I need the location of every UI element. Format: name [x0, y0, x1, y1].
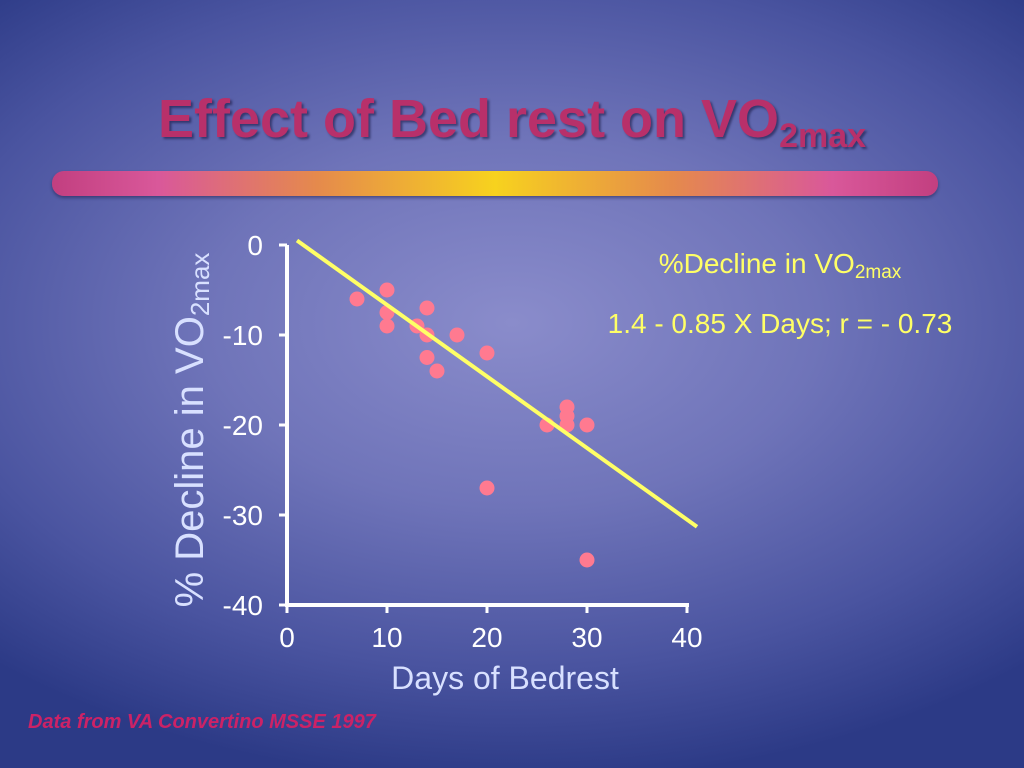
y-tick-label: 0: [247, 230, 263, 261]
equation-heading-main: %Decline in VO: [658, 248, 855, 279]
slide-title-main: Effect of Bed rest on VO: [157, 89, 780, 149]
x-tick-label: 0: [279, 622, 295, 653]
axis-ticks: [279, 243, 689, 613]
x-tick-label: 10: [371, 622, 402, 653]
y-tick-label: -40: [223, 590, 263, 621]
y-tick-label: -30: [223, 500, 263, 531]
y-tick-label: -20: [223, 410, 263, 441]
data-point: [419, 300, 435, 316]
y-axis-label-main: % Decline in VO: [168, 316, 212, 608]
data-point: [419, 350, 435, 365]
tick-labels: 0 -10 -20 -30 -40 0 10 20 30 40: [223, 230, 703, 653]
regression-equation: 1.4 - 0.85 X Days; r = - 0.73: [607, 308, 953, 339]
data-point: [379, 282, 395, 298]
y-axis-label: % Decline in VO2max: [168, 230, 215, 630]
x-tick-label: 40: [671, 622, 702, 653]
y-axis-label-subscript: 2max: [185, 252, 215, 317]
data-point: [349, 291, 365, 307]
slide-title: Effect of Bed rest on VO2max: [0, 88, 1024, 156]
x-axis-label: Days of Bedrest: [391, 660, 619, 696]
data-points: [349, 282, 595, 568]
regression-line: [295, 238, 699, 529]
x-tick-label: 20: [471, 622, 502, 653]
data-point: [479, 345, 495, 361]
source-citation: Data from VA Convertino MSSE 1997: [28, 711, 376, 733]
data-point: [379, 318, 395, 334]
data-point: [579, 417, 595, 433]
data-point: [579, 552, 595, 568]
x-tick-label: 30: [571, 622, 602, 653]
title-underline-bar: [52, 171, 938, 196]
regression-line-group: [295, 238, 699, 529]
y-tick-label: -10: [223, 320, 263, 351]
slide-title-subscript: 2max: [779, 117, 867, 155]
data-point: [449, 327, 465, 343]
data-point: [479, 480, 495, 496]
equation-heading-subscript: 2max: [854, 262, 902, 283]
data-point: [429, 363, 445, 379]
equation-heading: %Decline in VO2max: [560, 248, 1000, 284]
chart-axes: [285, 245, 689, 607]
